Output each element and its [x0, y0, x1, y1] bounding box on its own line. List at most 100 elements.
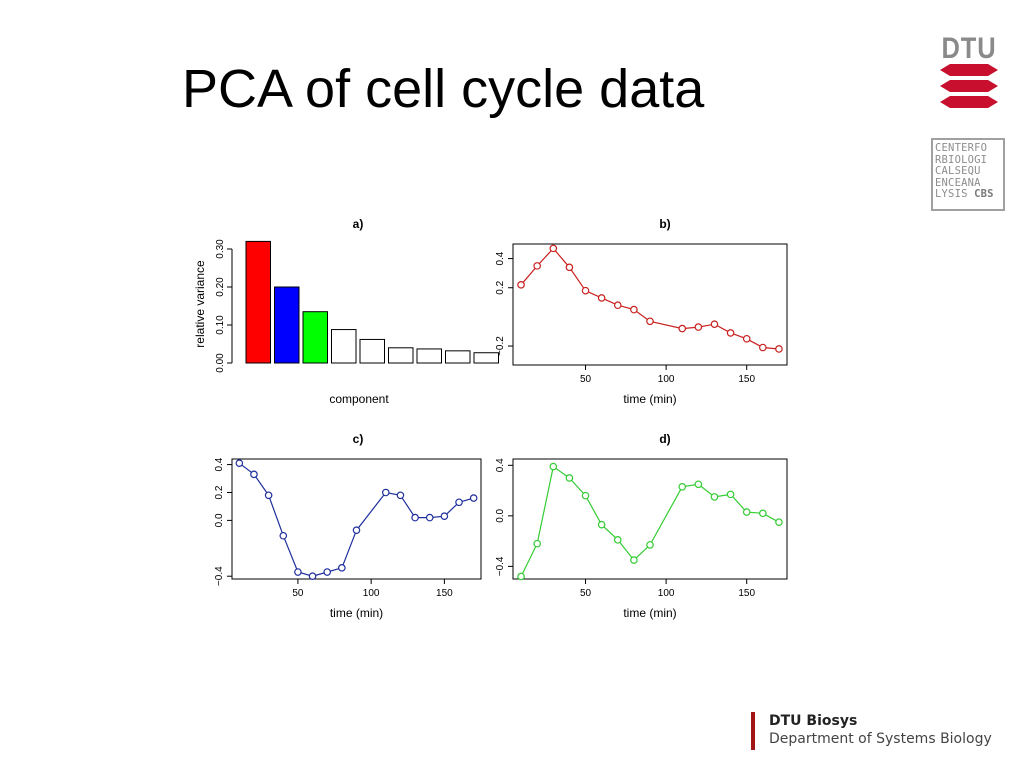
chart-2-y-tick-label: 0.4	[495, 251, 506, 265]
chart-3-x-tick-label: 100	[363, 588, 380, 599]
footer-org: DTU Biosys	[769, 713, 858, 729]
chart-1-panel-label: a)	[353, 217, 364, 231]
chart-2-point-13	[726, 329, 735, 337]
chart-4-y-tick-label: 0.4	[495, 458, 506, 472]
chart-3-point-9	[352, 526, 361, 534]
chart-3-point-10	[381, 488, 390, 497]
chart-4-point-7	[613, 536, 622, 544]
chart-4-point-8	[630, 556, 638, 564]
chart-2-y-tick-label: 0.2	[495, 280, 506, 294]
chart-2-point-14	[742, 334, 751, 343]
chart-2-point-16	[775, 345, 783, 353]
chart-2-series-line	[520, 247, 779, 350]
chart-3-point-2	[250, 470, 258, 479]
cbs-line-4: ENCEANA	[935, 176, 981, 189]
chart-4-series-line	[520, 465, 780, 577]
chart-1-y-tick-label: 0.00	[215, 353, 226, 373]
chart-2-point-11	[694, 323, 703, 331]
footer-dept: Department of Systems Biology	[769, 731, 992, 747]
chart-4-y-tick-label: −0.4	[495, 556, 506, 576]
chart-1-bar-6	[388, 347, 414, 364]
chart-2-point-4	[565, 263, 574, 272]
slide-title: PCA of cell cycle data	[182, 59, 705, 119]
chart-2-point-9	[646, 317, 654, 326]
dtu-logo: DTU	[936, 34, 1002, 121]
chart-4-point-10	[678, 482, 687, 491]
dtu-logo-text: DTU	[941, 32, 997, 65]
chart-4-panel-label: d)	[659, 432, 670, 446]
chart-2-point-5	[581, 286, 590, 295]
chart-4-point-15	[759, 509, 767, 518]
chart-4-point-16	[775, 518, 783, 526]
chart-3-point-15	[455, 498, 463, 507]
chart-4-y-tick-label: 0.0	[495, 508, 506, 522]
chart-2-x-tick-label: 150	[738, 374, 755, 385]
chart-4-plot-frame	[512, 458, 788, 580]
chart-3-x-tick-label: 150	[436, 588, 453, 599]
chart-3-point-7	[323, 568, 332, 576]
cbs-line-3: CALSEQU	[935, 165, 981, 178]
dtu-logo-waves-icon	[940, 64, 998, 108]
chart-4-point-13	[726, 490, 735, 499]
chart-2-y-tick-label: −0.2	[495, 336, 506, 356]
chart-3-point-4	[279, 531, 288, 540]
cbs-logo: CENTERFO RBIOLOGI CALSEQU ENCEANA LYSIS …	[931, 138, 1005, 211]
chart-3-point-14	[440, 512, 449, 521]
chart-2-x-label: time (min)	[623, 392, 676, 406]
chart-1-x-label: component	[329, 392, 389, 406]
chart-2-point-3	[549, 244, 558, 253]
chart-2-point-12	[710, 320, 719, 328]
chart-3-point-12	[411, 513, 419, 522]
chart-3-point-6	[308, 572, 317, 581]
chart-3-point-5	[294, 568, 302, 576]
chart-1-bar-7	[416, 348, 442, 364]
chart-3-point-3	[264, 491, 273, 500]
chart-1-bar-5	[359, 338, 385, 364]
chart-2-point-10	[678, 324, 687, 333]
chart-2-point-2	[533, 262, 541, 270]
chart-4-point-1	[517, 572, 525, 581]
cbs-line-2: RBIOLOGI	[935, 153, 988, 166]
chart-1-bar-8	[445, 350, 471, 364]
chart-3-point-16	[469, 494, 478, 502]
chart-2-panel-label: b)	[659, 217, 670, 231]
chart-3-x-tick-label: 50	[292, 588, 304, 599]
chart-1-bar-2	[274, 286, 300, 364]
chart-3-point-13	[425, 513, 434, 522]
chart-1-y-label: relative variance	[193, 260, 207, 348]
chart-4-point-5	[581, 491, 590, 500]
chart-3-x-label: time (min)	[330, 606, 383, 620]
chart-3-point-1	[235, 459, 244, 467]
chart-3-y-tick-label: 0.4	[214, 457, 225, 471]
chart-4-point-2	[533, 539, 541, 548]
chart-2-point-15	[759, 343, 767, 352]
cbs-line-1: CENTERFO	[935, 142, 988, 154]
chart-3-y-tick-label: 0.2	[214, 485, 225, 499]
chart-3-plot-frame	[231, 458, 482, 580]
chart-2-point-8	[630, 305, 638, 314]
chart-2-plot-frame	[512, 243, 788, 366]
chart-2-x-tick-label: 100	[658, 374, 675, 385]
chart-2-x-tick-label: 50	[580, 374, 592, 385]
chart-3-panel-label: c)	[353, 432, 364, 446]
chart-1-bar-4	[331, 329, 357, 364]
chart-4-point-4	[565, 474, 574, 482]
chart-2-point-1	[517, 281, 525, 289]
chart-4-point-12	[710, 493, 719, 501]
chart-4-point-3	[549, 462, 558, 471]
chart-3-point-11	[396, 491, 405, 500]
chart-3-y-tick-label: −0.4	[214, 566, 225, 586]
chart-2-point-7	[613, 301, 622, 310]
chart-3-y-tick-label: 0.0	[214, 513, 225, 527]
chart-1-y-tick-label: 0.30	[215, 239, 226, 259]
chart-2-point-6	[597, 294, 606, 302]
chart-1-y-tick-label: 0.10	[215, 315, 226, 335]
chart-4-point-11	[694, 480, 703, 489]
chart-4-x-tick-label: 50	[580, 588, 592, 599]
chart-4-point-14	[742, 508, 751, 516]
chart-1-bar-3	[302, 311, 328, 364]
chart-1-y-tick-label: 0.20	[215, 277, 226, 297]
chart-3-point-8	[338, 564, 346, 572]
cbs-bold-label: CBS	[974, 188, 994, 201]
